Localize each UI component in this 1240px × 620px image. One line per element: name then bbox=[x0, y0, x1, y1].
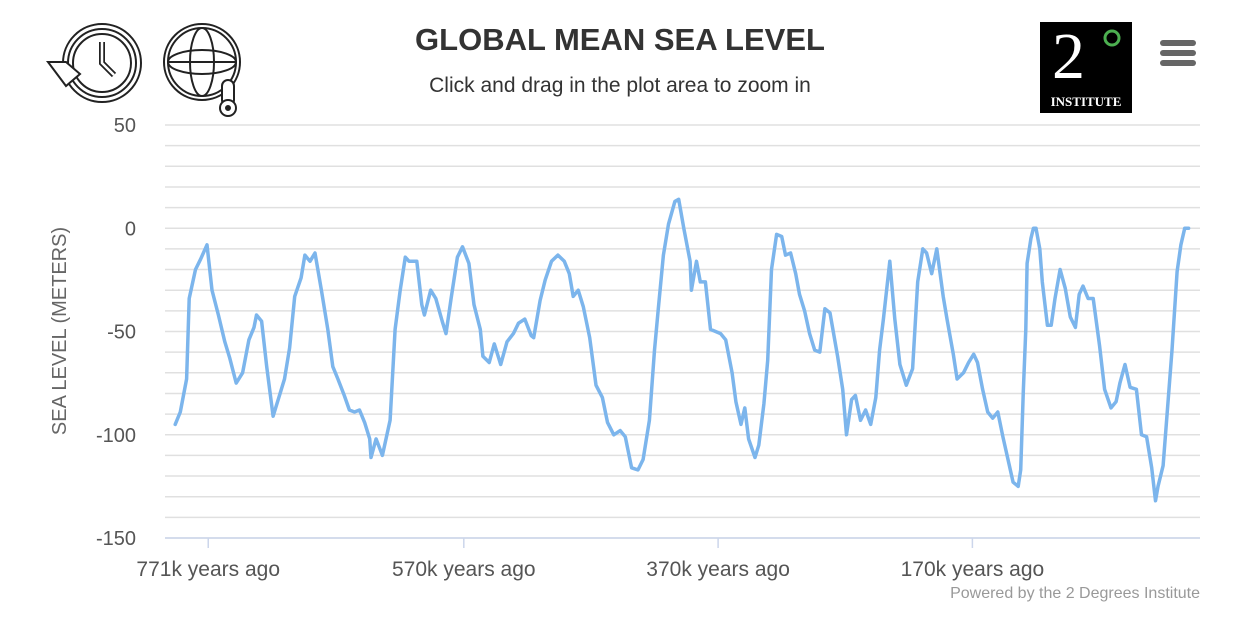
chart-subtitle: Click and drag in the plot area to zoom … bbox=[429, 74, 811, 97]
x-tick-label: 570k years ago bbox=[392, 558, 536, 581]
history-clock-icon[interactable] bbox=[46, 22, 146, 104]
credits-link[interactable]: Powered by the 2 Degrees Institute bbox=[950, 585, 1200, 602]
chart-title: GLOBAL MEAN SEA LEVEL bbox=[415, 22, 825, 57]
globe-thermometer-icon[interactable] bbox=[162, 22, 246, 118]
y-tick-label: -50 bbox=[107, 322, 136, 344]
y-tick-label: 50 bbox=[114, 115, 136, 137]
menu-icon[interactable] bbox=[1160, 40, 1196, 68]
logo-two: 2 bbox=[1052, 22, 1085, 93]
y-axis-title: SEA LEVEL (METERS) bbox=[49, 227, 71, 435]
degree-circle-icon bbox=[1103, 29, 1121, 47]
x-tick-label: 771k years ago bbox=[136, 558, 280, 581]
y-tick-label: 0 bbox=[125, 218, 136, 240]
two-degrees-institute-logo[interactable]: 2 INSTITUTE bbox=[1040, 22, 1132, 113]
sea-level-series-line bbox=[173, 197, 1191, 503]
logo-institute: INSTITUTE bbox=[1050, 94, 1122, 109]
y-tick-label: -150 bbox=[96, 528, 136, 550]
y-tick-label: -100 bbox=[96, 425, 136, 447]
x-tick-label: 370k years ago bbox=[646, 558, 790, 581]
x-tick-label: 170k years ago bbox=[901, 558, 1045, 581]
